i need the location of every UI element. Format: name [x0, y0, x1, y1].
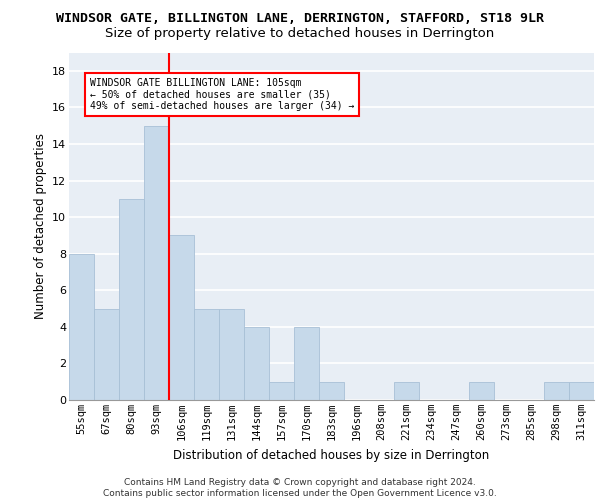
Bar: [319, 382, 344, 400]
Bar: [94, 308, 119, 400]
Bar: [569, 382, 593, 400]
Bar: [119, 199, 143, 400]
Bar: [544, 382, 569, 400]
Bar: [244, 327, 269, 400]
Text: WINDSOR GATE BILLINGTON LANE: 105sqm
← 50% of detached houses are smaller (35)
4: WINDSOR GATE BILLINGTON LANE: 105sqm ← 5…: [90, 78, 355, 112]
Bar: [469, 382, 494, 400]
Bar: [269, 382, 293, 400]
Bar: [220, 308, 244, 400]
Bar: [295, 327, 319, 400]
Text: WINDSOR GATE, BILLINGTON LANE, DERRINGTON, STAFFORD, ST18 9LR: WINDSOR GATE, BILLINGTON LANE, DERRINGTO…: [56, 12, 544, 26]
Bar: [70, 254, 94, 400]
Text: Contains HM Land Registry data © Crown copyright and database right 2024.
Contai: Contains HM Land Registry data © Crown c…: [103, 478, 497, 498]
Bar: [145, 126, 169, 400]
Text: Size of property relative to detached houses in Derrington: Size of property relative to detached ho…: [106, 28, 494, 40]
X-axis label: Distribution of detached houses by size in Derrington: Distribution of detached houses by size …: [173, 448, 490, 462]
Bar: [169, 236, 194, 400]
Bar: [194, 308, 218, 400]
Bar: [394, 382, 419, 400]
Y-axis label: Number of detached properties: Number of detached properties: [34, 133, 47, 320]
